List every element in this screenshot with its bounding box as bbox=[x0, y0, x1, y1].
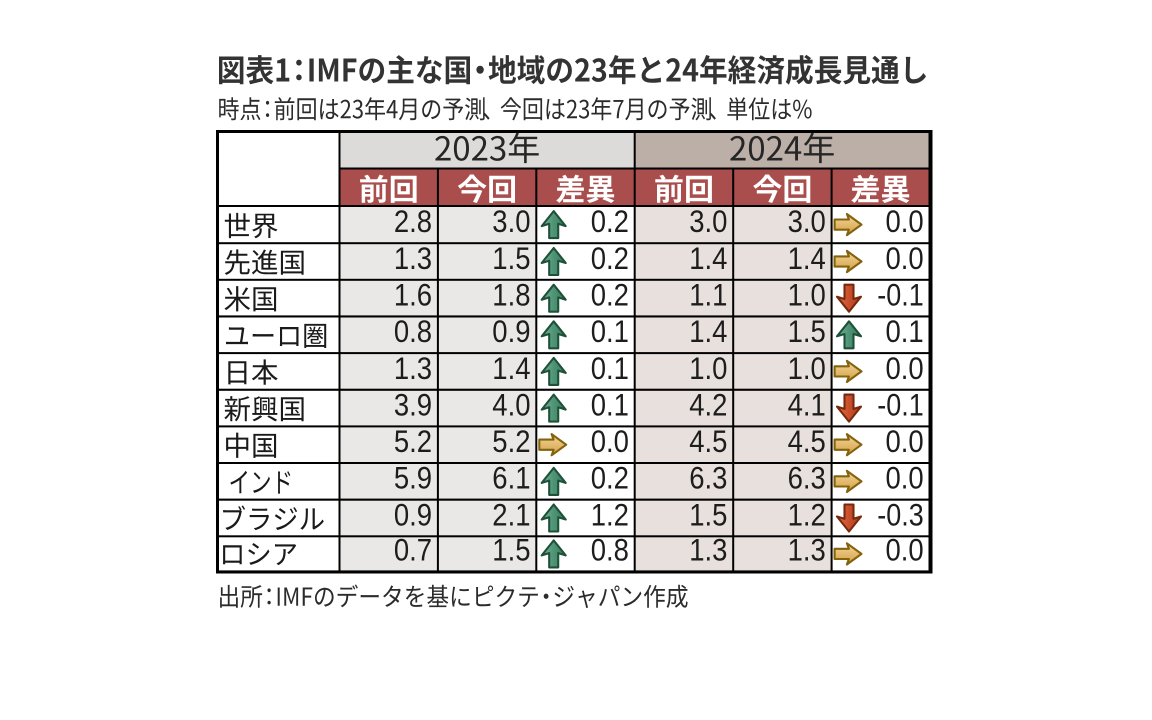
svg-text:1.8: 1.8 bbox=[492, 277, 530, 313]
svg-text:-0.3: -0.3 bbox=[877, 496, 923, 532]
svg-text:1.5: 1.5 bbox=[788, 313, 826, 349]
svg-text:1.2: 1.2 bbox=[591, 496, 629, 532]
svg-text:-0.1: -0.1 bbox=[877, 277, 923, 313]
svg-text:0.2: 0.2 bbox=[591, 240, 629, 276]
svg-text:3.0: 3.0 bbox=[788, 203, 826, 239]
svg-text:1.3: 1.3 bbox=[689, 531, 727, 567]
svg-text:4.5: 4.5 bbox=[788, 423, 826, 459]
svg-text:1.4: 1.4 bbox=[788, 240, 826, 276]
svg-text:0.2: 0.2 bbox=[591, 460, 629, 496]
svg-text:1.3: 1.3 bbox=[394, 350, 432, 386]
svg-text:2.8: 2.8 bbox=[394, 203, 432, 239]
svg-text:4.1: 4.1 bbox=[788, 386, 826, 422]
svg-text:1.2: 1.2 bbox=[788, 496, 826, 532]
svg-text:6.3: 6.3 bbox=[689, 460, 727, 496]
svg-text:0.0: 0.0 bbox=[591, 423, 629, 459]
svg-text:1.3: 1.3 bbox=[394, 240, 432, 276]
svg-text:1.4: 1.4 bbox=[689, 313, 727, 349]
svg-text:3.0: 3.0 bbox=[689, 203, 727, 239]
svg-text:0.0: 0.0 bbox=[886, 460, 924, 496]
svg-text:1.0: 1.0 bbox=[788, 277, 826, 313]
svg-text:0.7: 0.7 bbox=[394, 531, 432, 567]
svg-text:5.2: 5.2 bbox=[492, 423, 530, 459]
svg-text:-0.1: -0.1 bbox=[877, 386, 923, 422]
svg-text:3.9: 3.9 bbox=[394, 386, 432, 422]
svg-text:1.3: 1.3 bbox=[788, 531, 826, 567]
svg-text:3.0: 3.0 bbox=[492, 203, 530, 239]
svg-text:1.0: 1.0 bbox=[788, 350, 826, 386]
svg-text:1.5: 1.5 bbox=[492, 531, 530, 567]
svg-text:0.1: 0.1 bbox=[591, 350, 629, 386]
svg-text:0.0: 0.0 bbox=[886, 531, 924, 567]
svg-text:6.1: 6.1 bbox=[492, 460, 530, 496]
svg-text:5.9: 5.9 bbox=[394, 460, 432, 496]
svg-text:0.1: 0.1 bbox=[886, 313, 924, 349]
svg-text:0.1: 0.1 bbox=[591, 313, 629, 349]
svg-text:1.6: 1.6 bbox=[394, 277, 432, 313]
svg-text:1.0: 1.0 bbox=[689, 350, 727, 386]
svg-text:0.9: 0.9 bbox=[394, 496, 432, 532]
svg-text:1.5: 1.5 bbox=[492, 240, 530, 276]
svg-text:4.2: 4.2 bbox=[689, 386, 727, 422]
svg-text:5.2: 5.2 bbox=[394, 423, 432, 459]
svg-text:6.3: 6.3 bbox=[788, 460, 826, 496]
svg-text:0.0: 0.0 bbox=[886, 423, 924, 459]
svg-text:4.0: 4.0 bbox=[492, 386, 530, 422]
svg-text:0.0: 0.0 bbox=[886, 240, 924, 276]
svg-text:0.0: 0.0 bbox=[886, 350, 924, 386]
svg-text:1.1: 1.1 bbox=[689, 277, 727, 313]
svg-text:4.5: 4.5 bbox=[689, 423, 727, 459]
svg-text:2.1: 2.1 bbox=[492, 496, 530, 532]
svg-text:0.2: 0.2 bbox=[591, 203, 629, 239]
svg-text:0.8: 0.8 bbox=[394, 313, 432, 349]
svg-text:0.8: 0.8 bbox=[591, 531, 629, 567]
svg-text:1.5: 1.5 bbox=[689, 496, 727, 532]
svg-text:0.9: 0.9 bbox=[492, 313, 530, 349]
svg-text:1.4: 1.4 bbox=[689, 240, 727, 276]
svg-text:0.1: 0.1 bbox=[591, 386, 629, 422]
svg-text:0.0: 0.0 bbox=[886, 203, 924, 239]
svg-text:1.4: 1.4 bbox=[492, 350, 530, 386]
svg-text:0.2: 0.2 bbox=[591, 277, 629, 313]
